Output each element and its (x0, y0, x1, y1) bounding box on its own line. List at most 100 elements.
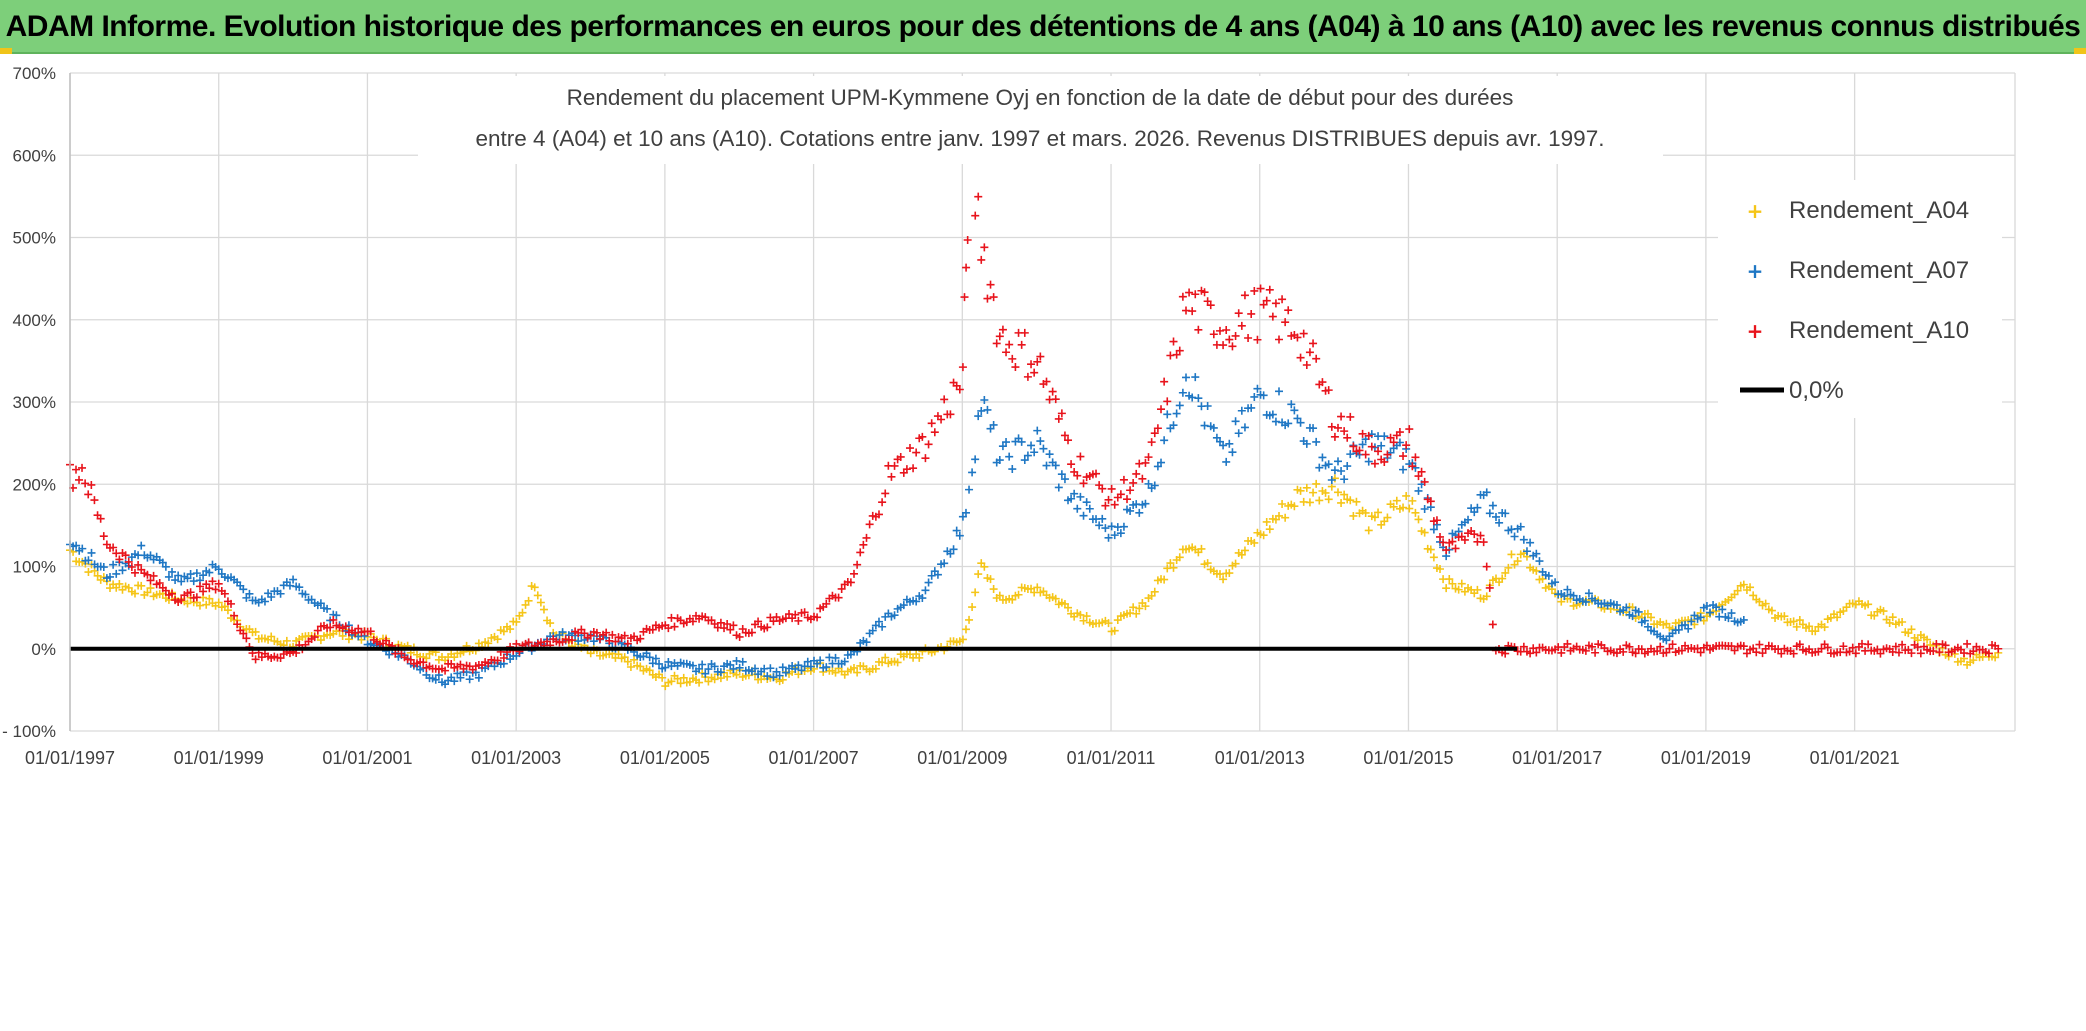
legend-box (1718, 180, 2002, 418)
point-a07 (574, 637, 583, 646)
point-a10 (146, 576, 155, 585)
point-a07 (1429, 525, 1438, 534)
point-a10 (1665, 644, 1674, 653)
point-a04 (1135, 604, 1144, 613)
point-a10 (1358, 429, 1367, 438)
point-a10 (456, 660, 465, 669)
point-a10 (1265, 285, 1274, 294)
point-a10 (1054, 414, 1063, 423)
point-a10 (1739, 642, 1748, 651)
point-a07 (899, 601, 908, 610)
point-a07 (1104, 533, 1113, 542)
point-a10 (1876, 649, 1885, 658)
point-a10 (1020, 328, 1029, 337)
point-a10 (168, 589, 177, 598)
point-a07 (1516, 522, 1525, 531)
point-a07 (1157, 458, 1166, 467)
point-a10 (1752, 648, 1761, 657)
point-a10 (1188, 307, 1197, 316)
point-a04 (1132, 609, 1141, 618)
point-a10 (127, 562, 136, 571)
point-a04 (667, 677, 676, 686)
point-a07 (1253, 384, 1262, 393)
point-a10 (1370, 459, 1379, 468)
point-a07 (1219, 441, 1228, 450)
point-a04 (195, 601, 204, 610)
point-a04 (1129, 603, 1138, 612)
point-a04 (676, 679, 685, 688)
point-a07 (751, 664, 760, 673)
point-a04 (422, 654, 431, 663)
point-a10 (177, 596, 186, 605)
point-a04 (1219, 575, 1228, 584)
point-a10 (1916, 649, 1925, 658)
point-a04 (1402, 491, 1411, 500)
point-a07 (1163, 410, 1172, 419)
point-a10 (791, 610, 800, 619)
point-a07 (1182, 373, 1190, 382)
point-a07 (1275, 387, 1283, 396)
point-a07 (1209, 423, 1218, 432)
point-a10 (998, 325, 1007, 334)
point-a07 (1560, 591, 1569, 600)
point-a07 (474, 673, 483, 682)
point-a04 (1436, 564, 1445, 573)
point-a07 (450, 677, 459, 686)
point-a07 (1296, 418, 1305, 427)
x-tick-label: 01/01/2005 (620, 748, 710, 768)
point-a07 (933, 570, 942, 579)
point-a10 (1851, 649, 1860, 658)
point-a04 (626, 662, 635, 671)
point-a07 (1225, 439, 1234, 448)
point-a04 (1879, 607, 1888, 616)
point-a10 (1526, 649, 1535, 658)
point-a04 (1361, 508, 1370, 517)
point-a07 (1634, 607, 1643, 616)
point-a10 (121, 551, 130, 560)
point-a04 (1454, 585, 1463, 594)
point-a04 (1885, 618, 1894, 627)
point-a10 (1839, 642, 1848, 651)
point-a10 (1231, 331, 1240, 340)
point-a10 (1442, 546, 1451, 555)
point-a10 (1405, 425, 1414, 434)
point-a10 (937, 415, 946, 424)
point-a10 (1668, 640, 1677, 649)
point-a07 (816, 656, 825, 665)
point-a10 (1891, 642, 1900, 651)
point-a04 (546, 619, 555, 628)
point-a07 (199, 571, 208, 580)
point-a07 (661, 663, 670, 672)
point-a07 (1141, 499, 1150, 508)
point-a10 (1275, 335, 1283, 344)
x-tick-label: 01/01/2001 (322, 748, 412, 768)
point-a10 (620, 631, 629, 640)
point-a10 (834, 593, 843, 602)
point-a07 (99, 563, 108, 572)
point-a10 (874, 510, 883, 519)
point-a07 (1470, 508, 1479, 517)
point-a04 (1374, 508, 1383, 517)
point-a10 (1420, 477, 1429, 486)
point-a10 (1237, 321, 1246, 330)
point-a10 (723, 619, 732, 628)
point-a07 (1194, 394, 1203, 403)
point-a07 (946, 549, 955, 558)
point-a04 (831, 668, 840, 677)
point-a07 (1687, 617, 1696, 626)
point-a10 (918, 432, 927, 441)
point-a07 (769, 673, 778, 682)
point-a07 (1526, 538, 1535, 547)
point-a10 (595, 634, 604, 643)
point-a10 (1619, 647, 1628, 656)
point-a07 (146, 551, 155, 560)
point-a04 (645, 666, 654, 675)
point-a07 (1169, 421, 1178, 430)
point-a10 (192, 593, 201, 602)
point-a10 (1907, 649, 1916, 658)
point-a04 (636, 662, 645, 671)
point-a10 (87, 480, 96, 489)
point-a07 (1250, 392, 1259, 401)
point-a07 (912, 597, 921, 606)
point-a10 (636, 634, 645, 643)
